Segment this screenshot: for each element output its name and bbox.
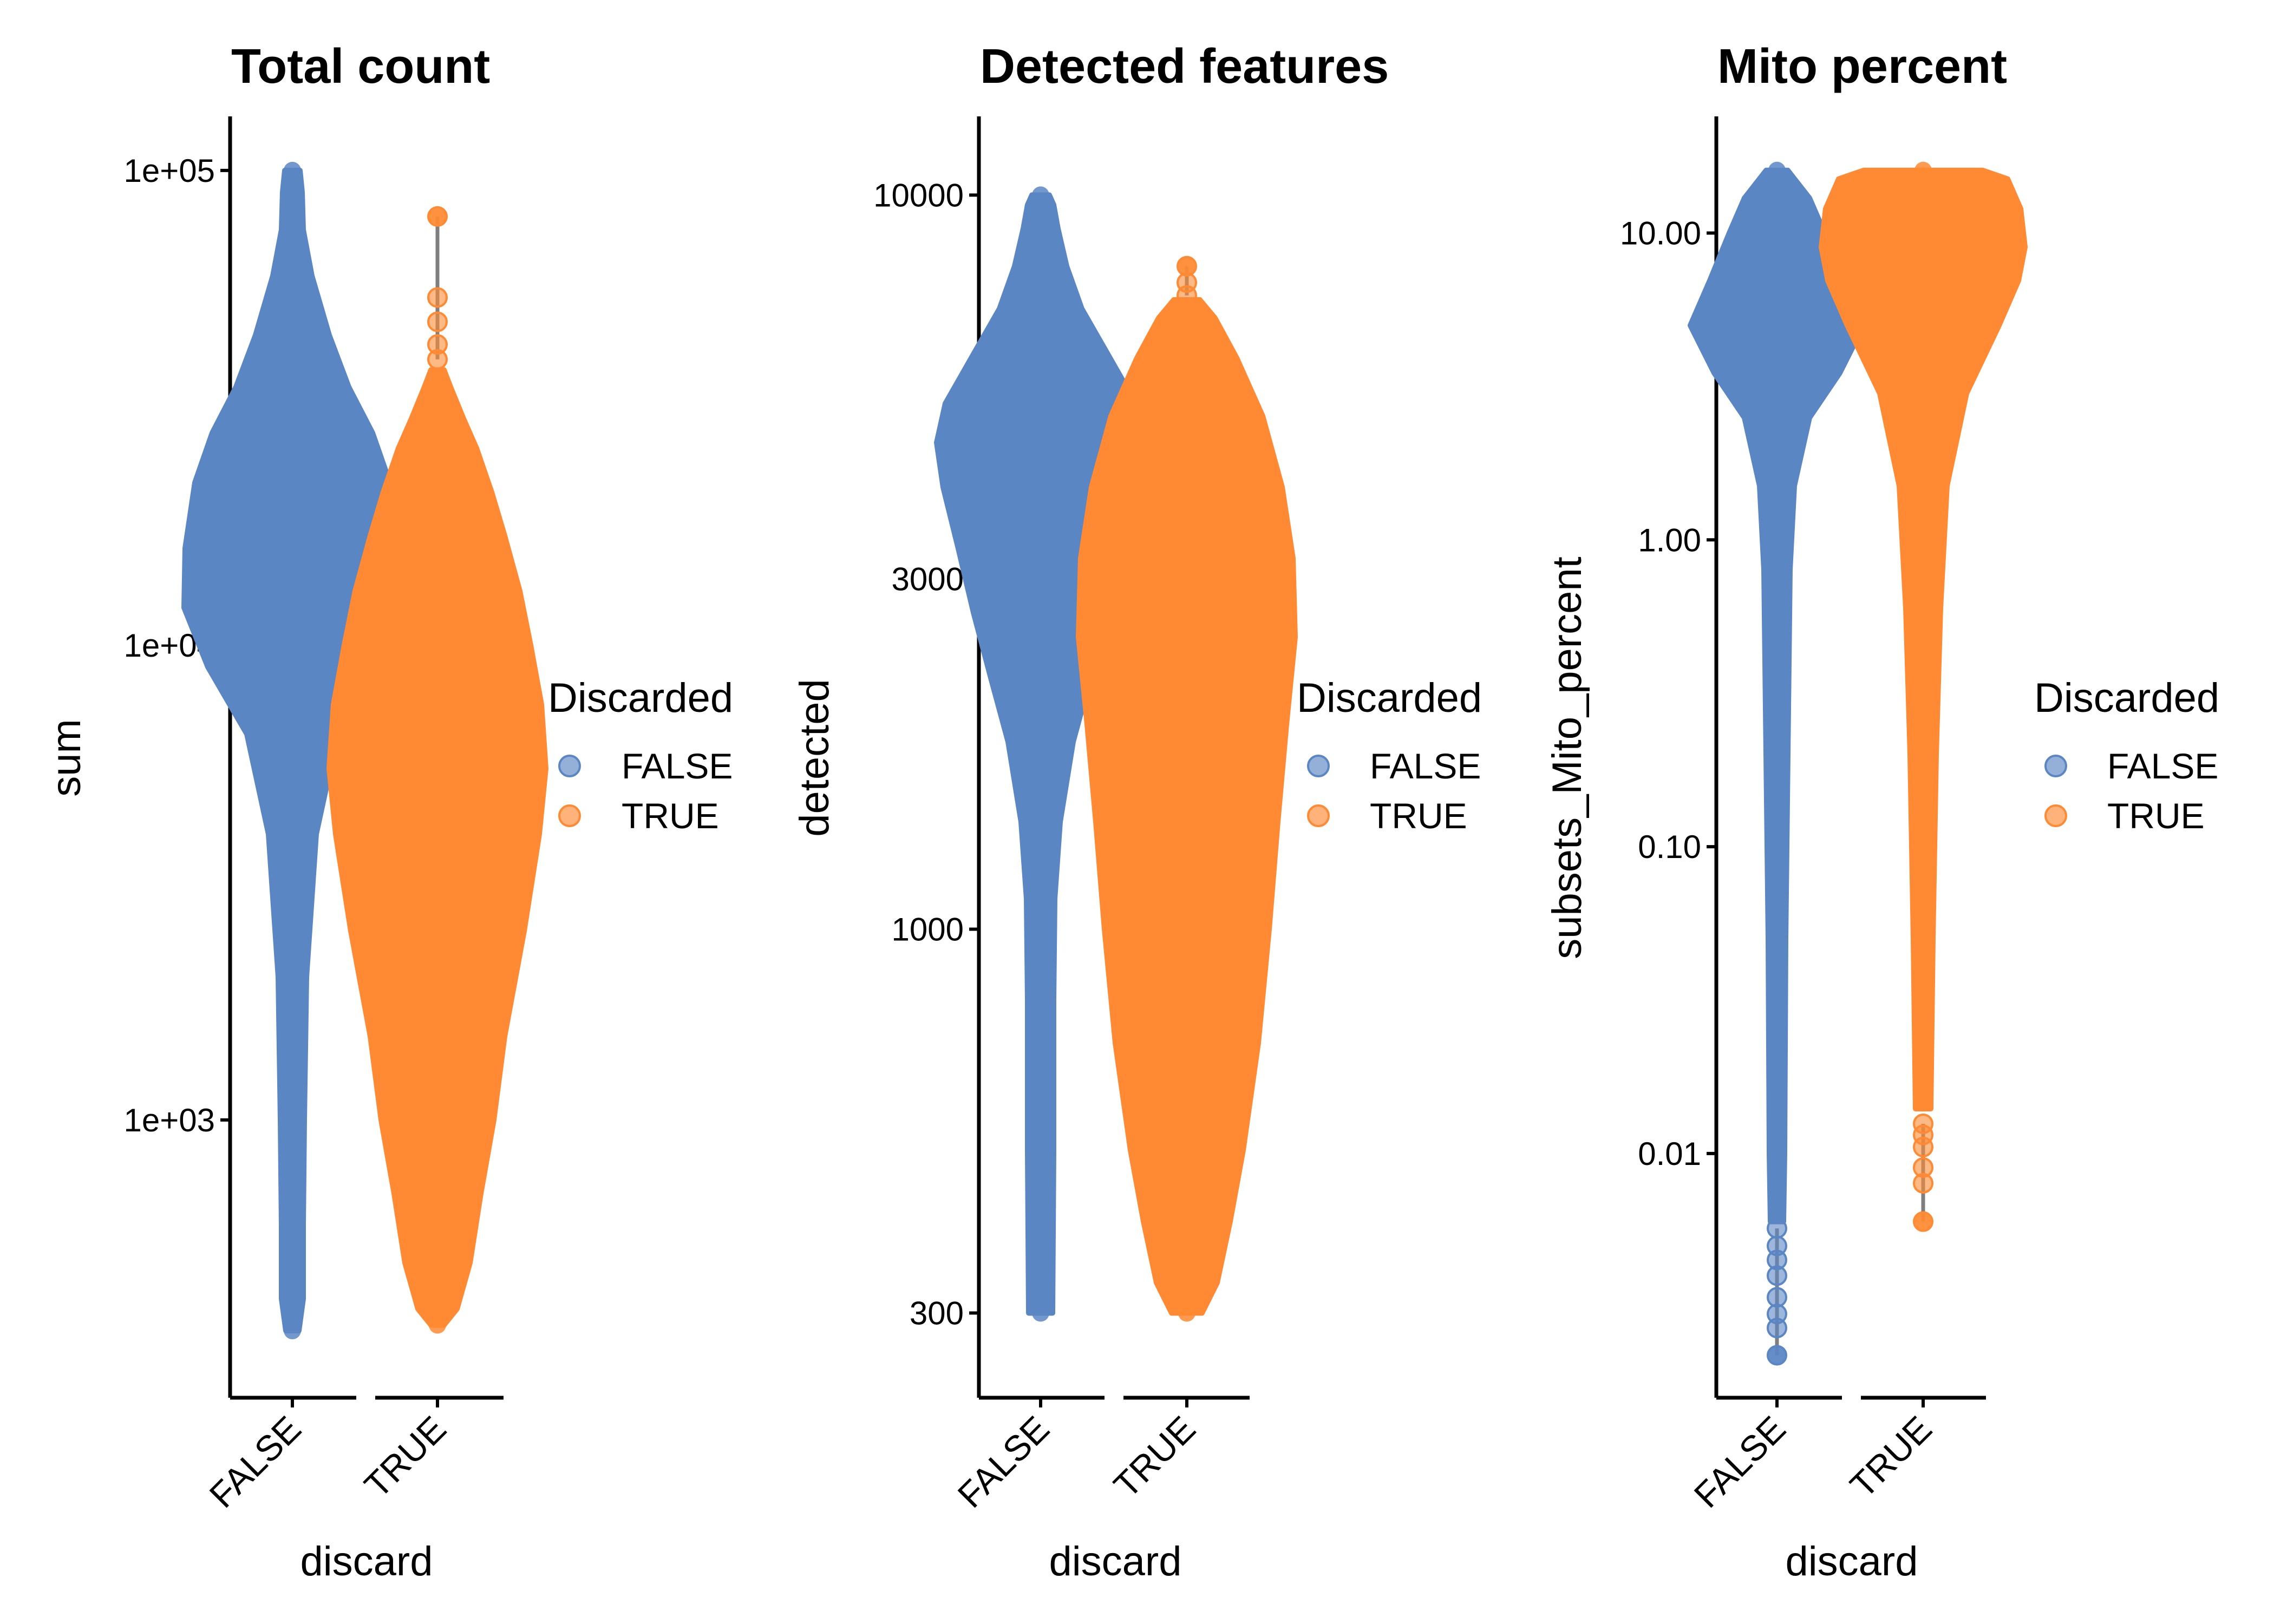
y-tick-label: 10.00	[1620, 215, 1701, 252]
violin-max-point	[1032, 186, 1049, 204]
violin-true	[1819, 167, 2028, 1112]
legend-key-true	[2044, 804, 2067, 827]
violin-max-point	[1914, 161, 1932, 179]
violin-false	[1688, 167, 1866, 1224]
legend-label-true: TRUE	[2107, 796, 2205, 836]
x-tick-label: TRUE	[1106, 1409, 1203, 1505]
x-axis-title: discard	[1049, 1538, 1182, 1584]
x-tick-label: TRUE	[357, 1409, 454, 1505]
legend-key-false	[558, 755, 581, 777]
outlier-point	[427, 349, 448, 370]
outlier-point	[427, 206, 448, 227]
legend-key-true	[558, 804, 581, 827]
panel-title: Detected features	[980, 40, 1389, 94]
legend-label-true: TRUE	[622, 796, 719, 836]
legend-key-false	[2044, 755, 2067, 777]
y-tick-label: 0.01	[1638, 1136, 1701, 1172]
x-tick-label: TRUE	[1842, 1409, 1939, 1505]
violin-true	[1076, 297, 1298, 1316]
x-tick-label: FALSE	[201, 1409, 309, 1516]
outlier-point	[1177, 285, 1197, 306]
x-tick-label: FALSE	[1686, 1409, 1793, 1516]
y-axis-title: detected	[792, 679, 838, 837]
violin-min-point	[429, 1316, 446, 1334]
y-tick-label: 1000	[892, 911, 964, 947]
legend-title: Discarded	[1297, 675, 1482, 721]
panel-title: Mito percent	[1717, 40, 2007, 94]
violin-min-point	[284, 1322, 301, 1340]
x-axis-title: discard	[300, 1538, 433, 1584]
x-tick-label: FALSE	[950, 1409, 1057, 1516]
legend-label-true: TRUE	[1370, 796, 1467, 836]
legend-title: Discarded	[548, 675, 733, 721]
y-tick-label: 1e+03	[123, 1102, 215, 1138]
y-tick-label: 1.00	[1638, 522, 1701, 558]
panel-mito-percent: Mito percent subsets_Mito_percent discar…	[1544, 40, 2219, 1584]
legend-label-false: FALSE	[2107, 746, 2218, 786]
violin-min-point	[1032, 1304, 1049, 1322]
violin-min-point	[1178, 1304, 1195, 1322]
outlier-point	[427, 287, 448, 308]
panel-title: Total count	[231, 40, 490, 94]
legend-title: Discarded	[2034, 675, 2219, 721]
outlier-point	[1913, 1113, 1933, 1134]
legend-key-false	[1307, 755, 1330, 777]
outlier-point	[1767, 1235, 1787, 1256]
y-tick-label: 300	[910, 1295, 964, 1332]
outlier-point	[1767, 1218, 1787, 1239]
panel-detected-features: Detected features detected discard Disca…	[792, 40, 1482, 1584]
outlier-point	[1913, 1211, 1933, 1232]
violin-max-point	[1768, 161, 1786, 179]
y-tick-label: 0.10	[1638, 829, 1701, 865]
y-axis-title: subsets_Mito_percent	[1544, 556, 1590, 959]
legend-label-false: FALSE	[622, 746, 733, 786]
outlier-point	[1913, 1157, 1933, 1178]
violin-max-point	[284, 161, 301, 179]
y-tick-label: 3000	[892, 561, 964, 597]
panel-total-count: Total count sum discard Discarded FALSE …	[43, 40, 733, 1584]
x-axis-title: discard	[1786, 1538, 1918, 1584]
outlier-point	[1767, 1287, 1787, 1308]
y-tick-label: 10000	[873, 177, 964, 213]
legend-key-true	[1307, 804, 1330, 827]
outlier-point	[427, 311, 448, 332]
y-tick-label: 1e+05	[123, 153, 215, 189]
y-axis-title: sum	[43, 719, 89, 797]
legend-label-false: FALSE	[1370, 746, 1481, 786]
violin-true	[326, 367, 548, 1328]
outlier-point	[1767, 1345, 1787, 1366]
